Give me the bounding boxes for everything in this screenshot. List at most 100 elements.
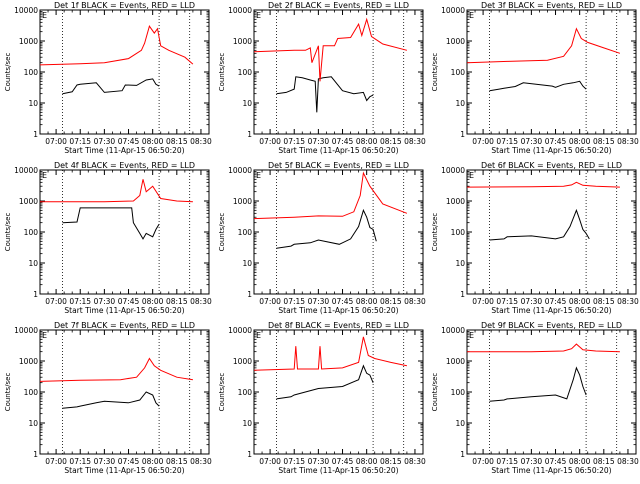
chart-panel-3: Det 3f BLACK = Events, RED = LLD 1 10 100 10… bbox=[431, 1, 639, 155]
x-axis-label: Start Time (11-Apr-15 06:50:20) bbox=[491, 466, 611, 475]
x-tick-label: 08:30 bbox=[404, 137, 426, 146]
y-tick-label: 100 bbox=[238, 388, 253, 397]
y-tick-label: 1 bbox=[247, 130, 252, 139]
x-tick-label: 08:15 bbox=[166, 297, 188, 306]
y-tick-label: 1 bbox=[33, 290, 38, 299]
y-tick-label: 1000 bbox=[446, 197, 465, 206]
y-axis-label: Counts/sec bbox=[4, 373, 12, 412]
chart-title: Det 4f BLACK = Events, RED = LLD bbox=[54, 161, 195, 170]
y-tick-label: 10 bbox=[242, 99, 252, 108]
panel-corner-label: E bbox=[42, 11, 47, 20]
series-line-events bbox=[489, 80, 587, 92]
series-line-lld bbox=[40, 179, 193, 203]
y-axis-label: Counts/sec bbox=[218, 213, 226, 252]
x-tick-label: 08:30 bbox=[190, 297, 212, 306]
series-line-lld bbox=[39, 25, 194, 66]
x-tick-label: 07:15 bbox=[496, 297, 518, 306]
x-axis-label: Start Time (11-Apr-15 06:50:20) bbox=[64, 306, 184, 315]
series-line-events bbox=[62, 391, 160, 409]
chart-title: Det 1f BLACK = Events, RED = LLD bbox=[54, 1, 195, 10]
chart-panel-7: Det 7f BLACK = Events, RED = LLD 1 10 100 10… bbox=[4, 321, 212, 475]
x-tick-label: 07:30 bbox=[521, 297, 543, 306]
panel-corner-label: E bbox=[42, 331, 47, 340]
y-tick-label: 1 bbox=[460, 290, 465, 299]
x-tick-label: 08:00 bbox=[356, 297, 378, 306]
y-tick-label: 10000 bbox=[14, 326, 38, 335]
chart-title: Det 3f BLACK = Events, RED = LLD bbox=[481, 1, 622, 10]
y-tick-label: 1 bbox=[33, 450, 38, 459]
y-tick-label: 1 bbox=[247, 290, 252, 299]
x-tick-label: 07:15 bbox=[496, 137, 518, 146]
plot-frame bbox=[39, 9, 210, 135]
x-tick-label: 08:15 bbox=[380, 297, 402, 306]
x-tick-label: 07:30 bbox=[308, 297, 330, 306]
plot-frame bbox=[253, 329, 424, 455]
plot-frame bbox=[466, 329, 637, 455]
panel-corner-label: E bbox=[256, 171, 261, 180]
y-tick-label: 1000 bbox=[233, 357, 252, 366]
y-tick-label: 100 bbox=[24, 228, 39, 237]
y-tick-label: 10 bbox=[28, 259, 38, 268]
x-tick-label: 07:45 bbox=[332, 137, 354, 146]
chart-panel-1: Det 1f BLACK = Events, RED = LLD 1 10 100 10… bbox=[4, 1, 212, 155]
plot-frame bbox=[466, 169, 637, 295]
x-tick-label: 07:00 bbox=[472, 137, 494, 146]
y-tick-label: 10 bbox=[455, 99, 465, 108]
y-axis-label: Counts/sec bbox=[4, 53, 12, 92]
panel-corner-label: E bbox=[256, 331, 261, 340]
y-tick-label: 1000 bbox=[446, 37, 465, 46]
y-tick-label: 1 bbox=[460, 130, 465, 139]
y-tick-label: 10000 bbox=[441, 166, 465, 175]
y-tick-label: 100 bbox=[451, 68, 466, 77]
y-tick-label: 10 bbox=[28, 99, 38, 108]
x-tick-label: 07:30 bbox=[94, 297, 116, 306]
x-tick-label: 07:45 bbox=[332, 457, 354, 466]
y-tick-label: 10 bbox=[455, 419, 465, 428]
x-tick-label: 07:45 bbox=[118, 137, 140, 146]
x-tick-label: 08:00 bbox=[569, 457, 591, 466]
y-axis-label: Counts/sec bbox=[431, 53, 439, 92]
x-tick-label: 07:30 bbox=[94, 137, 116, 146]
chart-title: Det 2f BLACK = Events, RED = LLD bbox=[268, 1, 409, 10]
series-line-events bbox=[276, 76, 374, 113]
x-tick-label: 07:15 bbox=[69, 457, 91, 466]
series-line-events bbox=[489, 208, 590, 241]
panel-corner-label: E bbox=[42, 171, 47, 180]
y-tick-label: 1000 bbox=[446, 357, 465, 366]
panel-corner-label: E bbox=[469, 331, 474, 340]
y-tick-label: 10000 bbox=[441, 326, 465, 335]
series-line-events bbox=[276, 208, 377, 249]
chart-title: Det 6f BLACK = Events, RED = LLD bbox=[481, 161, 622, 170]
y-axis-label: Counts/sec bbox=[4, 213, 12, 252]
y-axis-label: Counts/sec bbox=[431, 213, 439, 252]
series-line-lld bbox=[253, 17, 408, 82]
y-tick-label: 100 bbox=[238, 68, 253, 77]
chart-panel-8: Det 8f BLACK = Events, RED = LLD 1 10 100 10… bbox=[218, 321, 426, 475]
x-tick-label: 07:15 bbox=[496, 457, 518, 466]
x-tick-label: 08:30 bbox=[404, 297, 426, 306]
x-tick-label: 08:30 bbox=[404, 457, 426, 466]
x-axis-label: Start Time (11-Apr-15 06:50:20) bbox=[278, 146, 398, 155]
x-axis-label: Start Time (11-Apr-15 06:50:20) bbox=[491, 306, 611, 315]
series-line-lld bbox=[466, 27, 621, 64]
panel-corner-label: E bbox=[469, 11, 474, 20]
y-tick-label: 10 bbox=[455, 259, 465, 268]
x-tick-label: 08:30 bbox=[190, 137, 212, 146]
plot-frame bbox=[253, 9, 424, 135]
x-tick-label: 07:00 bbox=[259, 297, 281, 306]
x-tick-label: 08:15 bbox=[593, 137, 615, 146]
x-tick-label: 07:00 bbox=[45, 457, 67, 466]
x-tick-label: 08:00 bbox=[142, 137, 164, 146]
y-tick-label: 10000 bbox=[14, 166, 38, 175]
x-tick-label: 08:15 bbox=[166, 457, 188, 466]
series-line-events bbox=[489, 366, 587, 402]
chart-panel-9: Det 9f BLACK = Events, RED = LLD 1 10 100 10… bbox=[431, 321, 639, 475]
series-line-events bbox=[62, 78, 160, 95]
plot-frame bbox=[39, 169, 210, 295]
x-tick-label: 07:45 bbox=[545, 137, 567, 146]
panel-corner-label: E bbox=[256, 11, 261, 20]
panel-corner-label: E bbox=[469, 171, 474, 180]
y-tick-label: 10000 bbox=[228, 6, 252, 15]
